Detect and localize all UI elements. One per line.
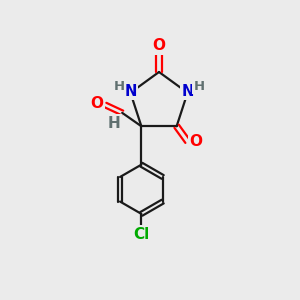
Text: O: O: [90, 96, 104, 111]
Text: O: O: [152, 38, 166, 53]
Text: H: H: [194, 80, 205, 93]
Text: N: N: [181, 84, 194, 99]
Text: N: N: [124, 84, 137, 99]
Text: H: H: [107, 116, 120, 131]
Text: Cl: Cl: [133, 227, 149, 242]
Text: H: H: [113, 80, 124, 93]
Text: O: O: [190, 134, 202, 149]
